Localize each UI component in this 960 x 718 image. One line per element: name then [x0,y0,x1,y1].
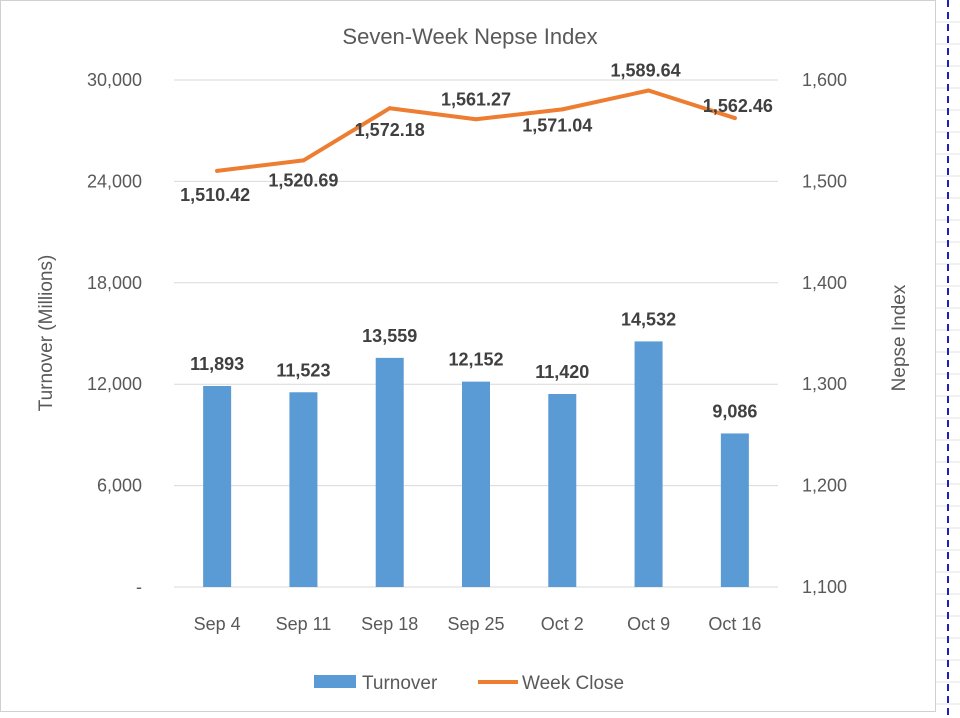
turnover-bars [203,341,749,587]
legend-label-turnover: Turnover [362,673,438,694]
week-close-value-label: 1,571.04 [522,115,592,135]
turnover-value-label: 11,523 [276,360,330,380]
right-tick-label: 1,600 [802,70,847,90]
week-close-value-label: 1,561.27 [441,89,511,109]
left-tick-label: 12,000 [87,374,142,394]
turnover-value-label: 11,420 [535,362,589,382]
left-axis-ticks: - 6,000 12,000 18,000 24,000 30,000 [87,70,142,597]
left-tick-label: 30,000 [87,70,142,90]
turnover-bar [203,386,232,587]
right-tick-label: 1,500 [802,171,847,191]
week-close-point [387,106,392,111]
week-close-point [732,116,737,121]
week-close-value-label: 1,572.18 [355,120,425,140]
turnover-bar [720,433,749,587]
right-axis-title: Nepse Index [889,284,910,391]
week-close-value-label: 1,510.42 [180,185,250,205]
week-close-series [215,88,737,173]
turnover-value-label: 14,532 [621,309,676,329]
turnover-value-label: 13,559 [362,326,417,346]
week-close-point [560,107,565,112]
x-tick-label: Oct 9 [627,614,670,634]
turnover-bar [462,381,490,587]
legend: Turnover Week Close [314,673,624,694]
right-tick-label: 1,200 [802,476,847,496]
week-close-point [301,158,306,163]
turnover-data-labels: 11,893 11,523 13,559 12,152 11,420 14,532 9,08… [190,309,757,421]
left-tick-label: 18,000 [87,273,142,293]
right-axis-ticks: 1,100 1,200 1,300 1,400 1,500 1,600 [802,70,847,597]
turnover-bar [548,394,577,587]
week-close-value-label: 1,520.69 [268,170,338,190]
right-tick-label: 1,300 [802,374,847,394]
week-close-value-label: 1,562.46 [703,96,773,116]
left-axis-title: Turnover (Millions) [36,255,57,412]
left-tick-label: 6,000 [97,476,142,496]
week-close-data-labels: 1,510.42 1,520.69 1,572.18 1,561.27 1,571.04… [180,61,773,205]
turnover-value-label: 11,893 [190,354,244,374]
x-tick-label: Sep 11 [276,614,332,634]
x-tick-label: Sep 25 [447,614,504,634]
turnover-bar [289,392,318,587]
chart-title: Seven-Week Nepse Index [342,24,597,49]
x-tick-label: Oct 16 [708,614,761,634]
right-tick-label: 1,100 [802,577,847,597]
left-tick-label: - [136,577,142,597]
week-close-point [646,88,651,93]
week-close-point [215,168,220,173]
x-tick-label: Sep 4 [194,614,241,634]
turnover-value-label: 9,086 [712,401,757,421]
x-tick-label: Sep 18 [361,614,418,634]
turnover-bar [634,341,663,587]
week-close-value-label: 1,589.64 [611,61,681,81]
week-close-point [474,117,478,122]
x-tick-label: Oct 2 [541,614,584,634]
legend-swatch-turnover [314,675,356,688]
turnover-value-label: 12,152 [448,350,503,370]
left-tick-label: 24,000 [87,171,142,191]
turnover-bar [375,357,404,587]
legend-label-week-close: Week Close [522,673,624,694]
x-axis-ticks: Sep 4 Sep 11 Sep 18 Sep 25 Oct 2 Oct 9 Oct 16 [194,614,762,634]
right-tick-label: 1,400 [802,273,847,293]
